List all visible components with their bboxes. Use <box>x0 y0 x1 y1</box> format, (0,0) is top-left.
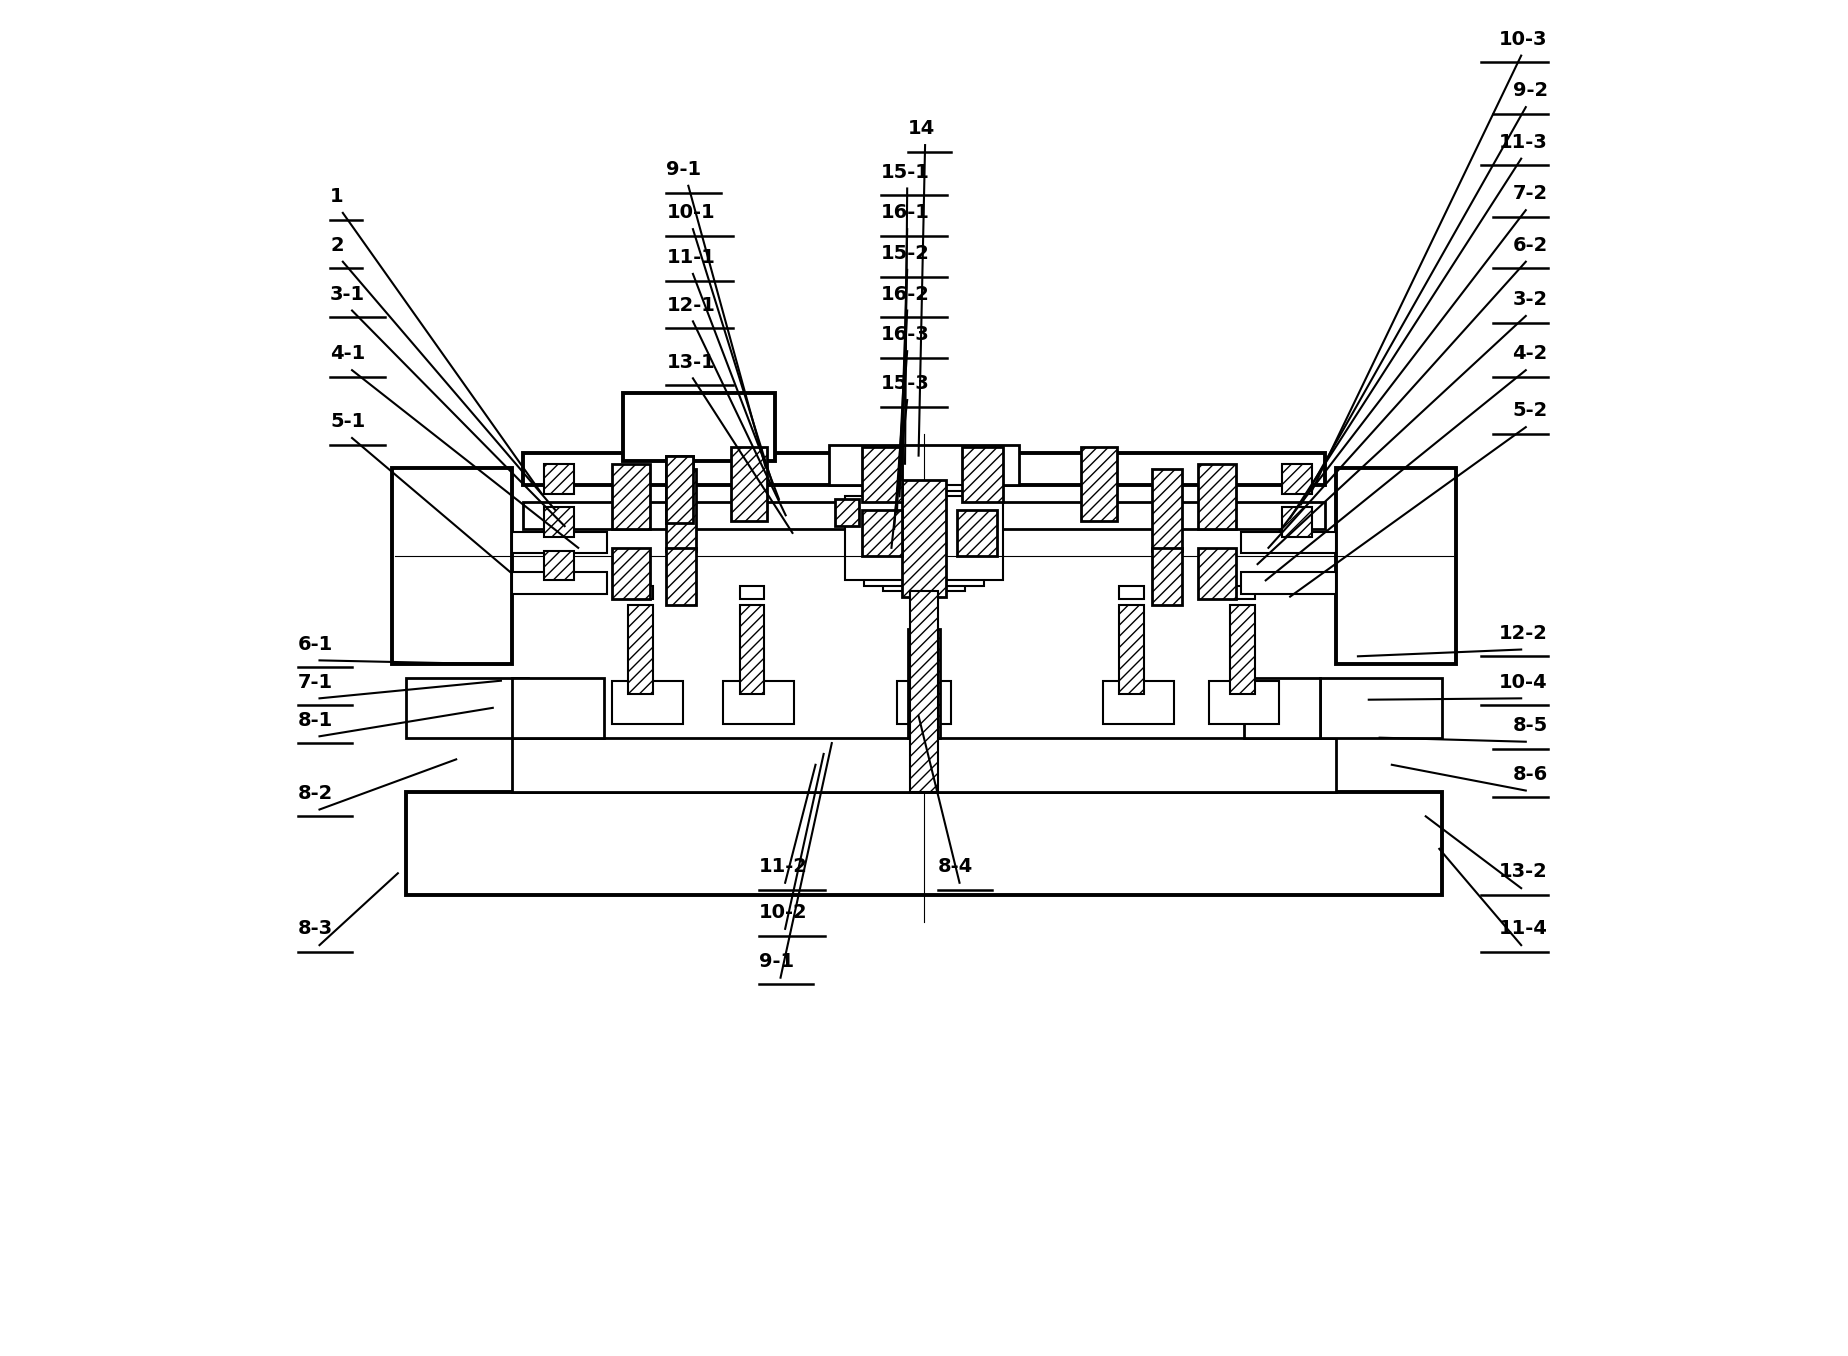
Bar <box>545 551 575 580</box>
Text: 12-1: 12-1 <box>667 296 715 315</box>
Bar <box>667 469 697 551</box>
Bar <box>723 681 795 724</box>
Bar <box>1244 678 1319 738</box>
Text: 15-2: 15-2 <box>881 244 930 263</box>
Bar <box>902 480 946 597</box>
Text: 8-1: 8-1 <box>298 711 333 730</box>
Bar <box>628 605 652 694</box>
Bar <box>667 548 697 605</box>
Bar <box>1103 681 1173 724</box>
Bar <box>883 485 965 591</box>
Bar <box>1209 681 1279 724</box>
Bar <box>1283 507 1312 537</box>
Bar <box>512 738 1336 792</box>
Bar <box>1336 468 1456 664</box>
Bar <box>612 681 682 724</box>
Text: 14: 14 <box>907 119 935 138</box>
Text: 8-5: 8-5 <box>1512 716 1549 735</box>
Bar <box>407 792 1441 895</box>
Bar <box>1242 572 1336 594</box>
Text: 7-2: 7-2 <box>1514 184 1549 203</box>
Bar <box>392 468 512 664</box>
Text: 12-2: 12-2 <box>1499 624 1549 643</box>
Text: 15-1: 15-1 <box>881 163 930 182</box>
Bar <box>845 496 1003 580</box>
Bar <box>407 678 529 738</box>
Text: 5-1: 5-1 <box>331 412 366 431</box>
Bar <box>957 510 998 556</box>
Bar <box>907 629 941 738</box>
Text: 2: 2 <box>331 236 344 255</box>
Text: 10-4: 10-4 <box>1499 673 1549 692</box>
Text: 11-2: 11-2 <box>758 857 808 876</box>
Bar <box>1231 605 1255 694</box>
Bar <box>545 507 575 537</box>
Bar <box>545 464 575 494</box>
Text: 11-1: 11-1 <box>667 248 715 267</box>
Bar <box>865 491 983 586</box>
Text: 6-1: 6-1 <box>298 635 333 654</box>
Text: 4-1: 4-1 <box>331 344 366 363</box>
Text: 4-2: 4-2 <box>1512 344 1549 363</box>
Text: 3-1: 3-1 <box>331 285 366 304</box>
Text: 1: 1 <box>331 187 344 206</box>
Bar <box>835 499 859 526</box>
Bar <box>963 447 1003 502</box>
Bar <box>523 453 1325 485</box>
Bar <box>1283 464 1312 494</box>
Bar <box>612 464 650 529</box>
Text: 16-3: 16-3 <box>881 325 930 344</box>
Text: 7-1: 7-1 <box>298 673 333 692</box>
Text: 8-6: 8-6 <box>1512 765 1549 784</box>
Bar <box>612 548 650 599</box>
Text: 8-4: 8-4 <box>937 857 972 876</box>
Bar <box>512 572 606 594</box>
Text: 11-4: 11-4 <box>1499 919 1549 938</box>
Text: 15-3: 15-3 <box>881 374 930 393</box>
Text: 6-2: 6-2 <box>1512 236 1549 255</box>
Text: 9-1: 9-1 <box>667 160 702 179</box>
Bar <box>667 456 693 523</box>
Text: 8-2: 8-2 <box>298 784 333 803</box>
Bar <box>667 456 693 523</box>
Text: 16-2: 16-2 <box>881 285 930 304</box>
Bar <box>1198 464 1236 529</box>
Bar <box>861 510 902 556</box>
Text: 10-2: 10-2 <box>758 903 808 922</box>
Text: 9-2: 9-2 <box>1514 81 1549 100</box>
Bar <box>739 605 763 694</box>
Bar <box>1319 678 1441 738</box>
Bar <box>623 393 774 461</box>
Text: 10-3: 10-3 <box>1499 30 1549 49</box>
Bar <box>512 678 604 738</box>
Bar <box>830 445 1018 485</box>
Text: 9-1: 9-1 <box>758 952 793 971</box>
Bar <box>739 586 763 599</box>
Bar <box>1120 586 1144 599</box>
Bar <box>1198 548 1236 599</box>
Text: 5-2: 5-2 <box>1512 401 1549 420</box>
Bar <box>1231 586 1255 599</box>
Text: 11-3: 11-3 <box>1499 133 1549 152</box>
Bar <box>911 591 937 792</box>
Bar <box>732 447 767 521</box>
Bar <box>512 532 606 553</box>
Bar <box>1120 605 1144 694</box>
Bar <box>1081 447 1116 521</box>
Bar <box>896 681 952 724</box>
Text: 10-1: 10-1 <box>667 203 715 222</box>
Bar <box>1151 469 1181 551</box>
Bar <box>861 447 902 502</box>
Text: 13-1: 13-1 <box>667 353 715 372</box>
Bar <box>628 586 652 599</box>
Text: 16-1: 16-1 <box>881 203 930 222</box>
Text: 13-2: 13-2 <box>1499 862 1549 881</box>
Text: 3-2: 3-2 <box>1514 290 1549 309</box>
Bar <box>1151 548 1181 605</box>
Text: 8-3: 8-3 <box>298 919 333 938</box>
Bar <box>1242 532 1336 553</box>
Bar <box>523 502 1325 529</box>
